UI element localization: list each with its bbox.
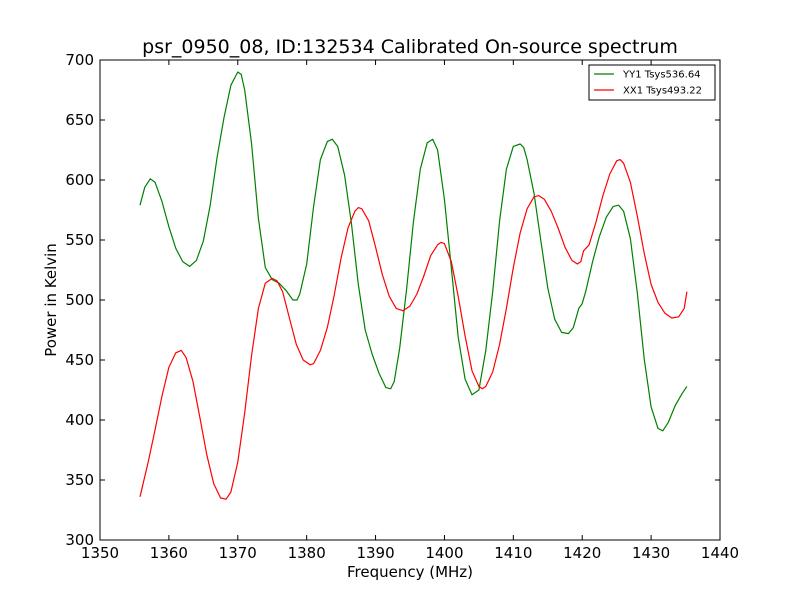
series-line-xx1 — [139, 159, 688, 500]
x-tick-label: 1440 — [701, 544, 739, 562]
legend: YY1 Tsys536.64 XX1 Tsys493.22 — [588, 64, 716, 101]
x-tick-label: 1360 — [150, 544, 188, 562]
legend-label-xx1: XX1 Tsys493.22 — [623, 86, 702, 97]
y-tick-label: 300 — [65, 531, 94, 549]
x-tick-label: 1430 — [632, 544, 670, 562]
series-layer — [139, 71, 688, 500]
y-tick-label: 700 — [65, 51, 94, 69]
y-tick-label: 450 — [65, 351, 94, 369]
y-axis-label: Power in Kelvin — [42, 243, 60, 357]
y-tick-label: 550 — [65, 231, 94, 249]
chart-title: psr_0950_08, ID:132534 Calibrated On-sou… — [142, 36, 678, 58]
x-tick-label: 1370 — [219, 544, 257, 562]
y-tick-label: 650 — [65, 111, 94, 129]
x-axis-label: Frequency (MHz) — [347, 563, 473, 581]
tick-layer: 1350 1360 1370 1380 1390 1400 1410 1420 1430 1440… — [65, 51, 739, 562]
y-tick-label: 350 — [65, 471, 94, 489]
x-tick-label: 1420 — [563, 544, 601, 562]
y-tick-label: 400 — [65, 411, 94, 429]
x-tick-label: 1390 — [356, 544, 394, 562]
y-tick-label: 600 — [65, 171, 94, 189]
x-tick-label: 1380 — [288, 544, 326, 562]
x-tick-label: 1400 — [425, 544, 463, 562]
legend-label-yy1: YY1 Tsys536.64 — [622, 70, 701, 81]
legend-box — [588, 64, 716, 101]
series-line-yy1 — [139, 71, 688, 432]
x-tick-label: 1350 — [81, 544, 119, 562]
x-tick-label: 1410 — [494, 544, 532, 562]
y-tick-label: 500 — [65, 291, 94, 309]
plot-area — [100, 60, 720, 540]
